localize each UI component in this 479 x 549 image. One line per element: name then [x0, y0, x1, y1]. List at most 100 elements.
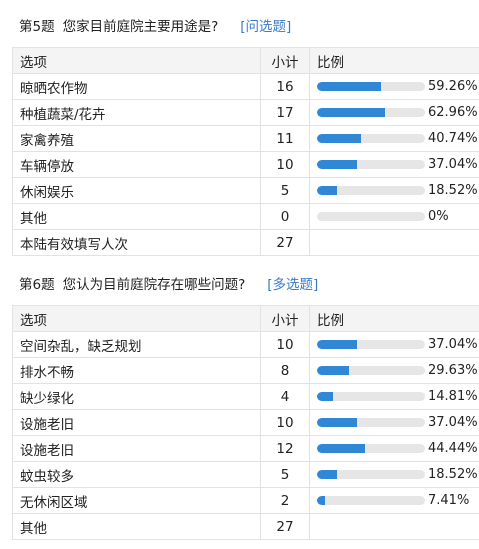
percent-label: 37.04%	[428, 415, 478, 430]
footer-count: 27	[260, 513, 310, 540]
option-count: 11	[260, 125, 310, 152]
percent-label: 18.52%	[428, 467, 478, 482]
table-row: 蚊虫较多 5 18.52%	[12, 461, 479, 488]
table-row: 其他 0 0%	[12, 203, 479, 230]
q6-header-count: 小计	[260, 305, 310, 332]
option-label: 休闲娱乐	[12, 177, 261, 204]
q5-title: 第5题 您家目前庭院主要用途是? [问选题]	[19, 17, 291, 37]
progress-track	[317, 496, 425, 505]
ratio-cell: 0%	[309, 203, 479, 230]
table-row: 设施老旧 10 37.04%	[12, 409, 479, 436]
ratio-cell: 40.74%	[309, 125, 479, 152]
progress-bar: 40.74%	[317, 131, 479, 146]
option-label: 设施老旧	[12, 435, 261, 462]
progress-bar: 18.52%	[317, 183, 479, 198]
option-label: 排水不畅	[12, 357, 261, 384]
progress-fill	[317, 160, 357, 169]
option-count: 0	[260, 203, 310, 230]
table-row: 设施老旧 12 44.44%	[12, 435, 479, 462]
ratio-cell: 29.63%	[309, 357, 479, 384]
footer-count: 27	[260, 229, 310, 256]
progress-track	[317, 418, 425, 427]
percent-label: 18.52%	[428, 183, 478, 198]
option-label: 空间杂乱，缺乏规划	[12, 331, 261, 358]
option-count: 4	[260, 383, 310, 410]
table-row: 种植蔬菜/花卉 17 62.96%	[12, 99, 479, 126]
footer-row: 其他 27	[12, 513, 479, 540]
q6-title: 第6题 您认为目前庭院存在哪些问题? [多选题]	[19, 275, 318, 295]
footer-empty	[309, 229, 479, 256]
ratio-cell: 37.04%	[309, 409, 479, 436]
percent-label: 37.04%	[428, 337, 478, 352]
progress-fill	[317, 470, 337, 479]
option-label: 其他	[12, 203, 261, 230]
progress-track	[317, 340, 425, 349]
progress-fill	[317, 444, 365, 453]
table-row: 无休闲区域 2 7.41%	[12, 487, 479, 514]
progress-track	[317, 212, 425, 221]
option-label: 蚊虫较多	[12, 461, 261, 488]
ratio-cell: 37.04%	[309, 151, 479, 178]
table-row: 休闲娱乐 5 18.52%	[12, 177, 479, 204]
option-label: 种植蔬菜/花卉	[12, 99, 261, 126]
q5-table: 选项 小计 比例 晾晒农作物 16 59.26% 种植蔬菜/花卉 17 62.96% 家禽养…	[12, 47, 479, 256]
option-count: 5	[260, 177, 310, 204]
ratio-cell: 18.52%	[309, 177, 479, 204]
progress-fill	[317, 340, 357, 349]
option-label: 缺少绿化	[12, 383, 261, 410]
progress-bar: 37.04%	[317, 337, 479, 352]
q5-header-option: 选项	[12, 47, 261, 74]
table-row: 空间杂乱，缺乏规划 10 37.04%	[12, 331, 479, 358]
progress-track	[317, 470, 425, 479]
progress-track	[317, 82, 425, 91]
q6-table: 选项 小计 比例 空间杂乱，缺乏规划 10 37.04% 排水不畅 8 29.63% 缺少绿…	[12, 305, 479, 540]
percent-label: 59.26%	[428, 79, 478, 94]
progress-track	[317, 134, 425, 143]
progress-bar: 14.81%	[317, 389, 479, 404]
progress-bar: 59.26%	[317, 79, 479, 94]
q5-type-link[interactable]: [问选题]	[240, 19, 292, 35]
ratio-cell: 44.44%	[309, 435, 479, 462]
percent-label: 62.96%	[428, 105, 478, 120]
percent-label: 14.81%	[428, 389, 478, 404]
option-count: 10	[260, 409, 310, 436]
progress-fill	[317, 366, 349, 375]
progress-fill	[317, 108, 385, 117]
option-count: 2	[260, 487, 310, 514]
q5-number: 第5题	[19, 19, 55, 35]
ratio-cell: 37.04%	[309, 331, 479, 358]
ratio-cell: 18.52%	[309, 461, 479, 488]
percent-label: 29.63%	[428, 363, 478, 378]
ratio-cell: 7.41%	[309, 487, 479, 514]
option-count: 12	[260, 435, 310, 462]
progress-bar: 0%	[317, 209, 479, 224]
q6-question: 您认为目前庭院存在哪些问题?	[62, 277, 246, 293]
progress-fill	[317, 82, 381, 91]
progress-bar: 29.63%	[317, 363, 479, 378]
option-label: 无休闲区域	[12, 487, 261, 514]
option-count: 10	[260, 151, 310, 178]
q6-header-option: 选项	[12, 305, 261, 332]
percent-label: 40.74%	[428, 131, 478, 146]
table-row: 车辆停放 10 37.04%	[12, 151, 479, 178]
q6-number: 第6题	[19, 277, 55, 293]
option-count: 16	[260, 73, 310, 100]
progress-track	[317, 186, 425, 195]
progress-bar: 7.41%	[317, 493, 479, 508]
option-label: 家禽养殖	[12, 125, 261, 152]
progress-bar: 62.96%	[317, 105, 479, 120]
q5-question: 您家目前庭院主要用途是?	[62, 19, 219, 35]
progress-fill	[317, 496, 325, 505]
option-count: 10	[260, 331, 310, 358]
progress-fill	[317, 134, 361, 143]
table-row: 晾晒农作物 16 59.26%	[12, 73, 479, 100]
q6-type-link[interactable]: [多选题]	[267, 277, 319, 293]
footer-row: 本陆有效填写人次 27	[12, 229, 479, 256]
option-label: 晾晒农作物	[12, 73, 261, 100]
ratio-cell: 62.96%	[309, 99, 479, 126]
progress-bar: 18.52%	[317, 467, 479, 482]
percent-label: 7.41%	[428, 493, 470, 508]
percent-label: 37.04%	[428, 157, 478, 172]
footer-label: 本陆有效填写人次	[12, 229, 261, 256]
progress-track	[317, 366, 425, 375]
